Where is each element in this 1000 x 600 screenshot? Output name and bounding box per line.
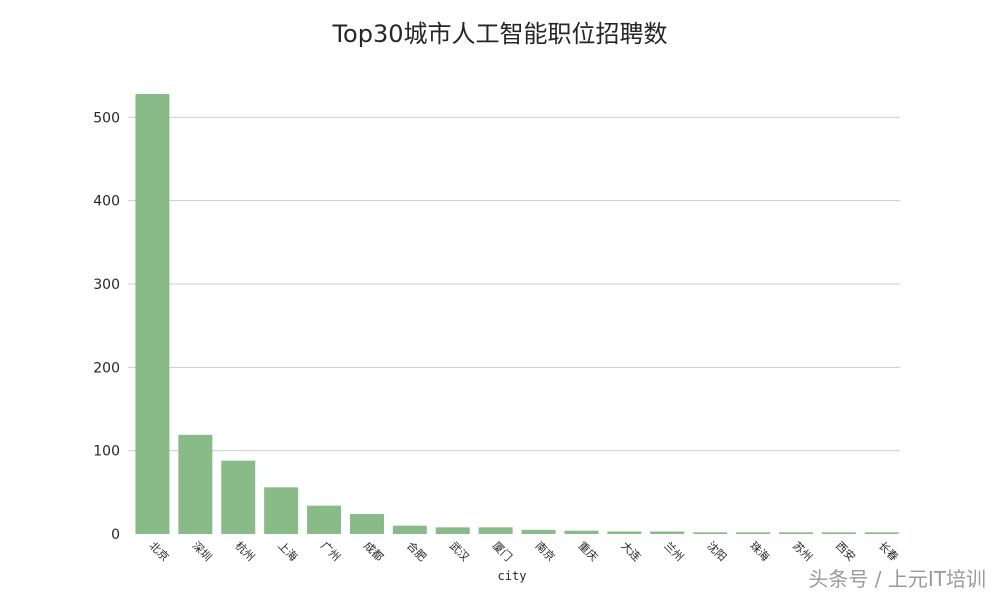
x-tick-label: 合肥 — [404, 538, 429, 563]
bar — [864, 532, 899, 534]
x-tick-label: 长春 — [876, 539, 901, 564]
x-tick-label: 苏州 — [790, 539, 815, 564]
y-tick-label: 300 — [93, 277, 120, 293]
x-tick-labels: 北京 深圳 杭州 上海 广州 成都 合肥 武汉 厦门 南京 重庆 大连 兰州 沈阳 珠海 苏州 西安 长春 — [147, 538, 901, 563]
bar — [821, 532, 856, 534]
x-tick-label: 南京 — [533, 538, 558, 563]
y-tick-label: 400 — [93, 194, 120, 210]
x-tick-label: 武汉 — [447, 539, 472, 564]
bar — [135, 94, 170, 534]
x-axis-label: city — [498, 569, 527, 583]
x-tick-label: 广州 — [318, 539, 343, 564]
y-tick-labels: 0 100 200 300 400 500 — [93, 110, 120, 543]
bar — [478, 527, 513, 534]
x-tick-label: 重庆 — [576, 538, 601, 563]
bar — [607, 531, 642, 534]
y-tick-label: 200 — [93, 360, 120, 376]
bar — [392, 525, 427, 534]
bar — [521, 529, 556, 534]
x-tick-label: 西安 — [833, 538, 858, 563]
bar — [778, 532, 813, 534]
x-tick-label: 北京 — [147, 538, 172, 563]
x-tick-label: 厦门 — [490, 538, 515, 563]
x-tick-label: 杭州 — [232, 538, 257, 563]
bar — [693, 532, 728, 534]
y-tick-label: 0 — [111, 527, 120, 543]
bar — [221, 460, 256, 534]
bar — [650, 531, 685, 534]
bar — [435, 527, 470, 534]
x-tick-label: 大连 — [618, 538, 643, 563]
x-tick-label: 成都 — [361, 539, 386, 564]
watermark: 头条号 / 上元IT培训 — [808, 567, 986, 591]
bars — [135, 94, 899, 534]
bar — [264, 487, 299, 534]
x-tick-label: 珠海 — [747, 538, 772, 563]
x-tick-label: 沈阳 — [704, 538, 729, 563]
x-tick-label: 深圳 — [189, 539, 214, 564]
bar — [349, 514, 384, 534]
bar — [736, 532, 771, 534]
bar — [564, 530, 599, 534]
chart-title: Top30城市人工智能职位招聘数 — [332, 20, 668, 48]
bar — [178, 434, 213, 534]
gridlines — [128, 116, 900, 452]
bar — [307, 505, 342, 534]
y-tick-label: 100 — [93, 444, 120, 460]
x-tick-label: 上海 — [275, 538, 300, 563]
x-tick-label: 兰州 — [661, 539, 686, 564]
y-tick-label: 500 — [93, 110, 120, 126]
